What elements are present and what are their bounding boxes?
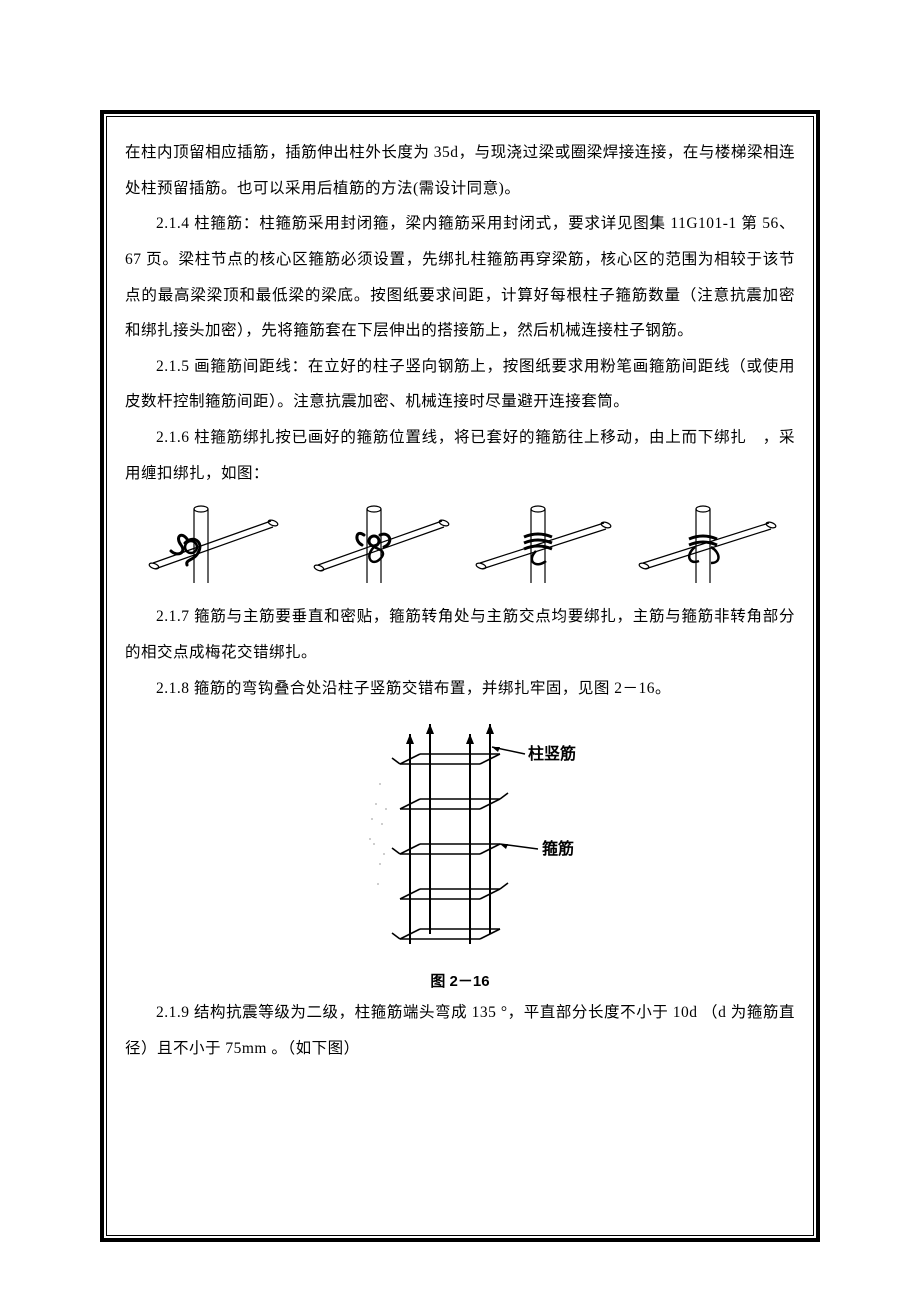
paragraph-4: 2.1.7 箍筋与主筋要垂直和密贴，箍筋转角处与主筋交点均要绑扎，主筋与箍筋非转… (125, 599, 795, 670)
figure-2-16-caption: 图 2－16 (430, 970, 489, 991)
figure-2-16: 柱竖筋 箍筋 图 2－16 (125, 714, 795, 991)
paragraph-2: 2.1.5 画箍筋间距线：在立好的柱子竖向钢筋上，按图纸要求用粉笔画箍筋间距线（… (125, 349, 795, 420)
knot-diagram-1 (141, 501, 291, 591)
knot-diagram-3 (466, 501, 616, 591)
page: 在柱内顶留相应插筋，插筋伸出柱外长度为 35d，与现浇过梁或圈梁焊接连接，在与楼… (0, 0, 920, 1302)
paragraph-3: 2.1.6 柱箍筋绑扎按已画好的箍筋位置线，将已套好的箍筋往上移动，由上而下绑扎… (125, 420, 795, 491)
label-stirrup: 箍筋 (542, 839, 574, 858)
knot-diagram-2 (304, 501, 454, 591)
figure-2-16-svg: 柱竖筋 箍筋 (310, 714, 610, 964)
figure-knot-row (125, 501, 795, 591)
paragraph-5: 2.1.8 箍筋的弯钩叠合处沿柱子竖筋交错布置，并绑扎牢固，见图 2－16。 (125, 671, 795, 707)
knot-diagram-4 (629, 501, 779, 591)
label-vertical-bar: 柱竖筋 (528, 744, 576, 763)
frame-inner: 在柱内顶留相应插筋，插筋伸出柱外长度为 35d，与现浇过梁或圈梁焊接连接，在与楼… (106, 116, 814, 1236)
frame-outer: 在柱内顶留相应插筋，插筋伸出柱外长度为 35d，与现浇过梁或圈梁焊接连接，在与楼… (100, 110, 820, 1242)
body-text: 在柱内顶留相应插筋，插筋伸出柱外长度为 35d，与现浇过梁或圈梁焊接连接，在与楼… (125, 135, 795, 1067)
paragraph-0: 在柱内顶留相应插筋，插筋伸出柱外长度为 35d，与现浇过梁或圈梁焊接连接，在与楼… (125, 135, 795, 206)
paragraph-1: 2.1.4 柱箍筋：柱箍筋采用封闭箍，梁内箍筋采用封闭式，要求详见图集 11G1… (125, 206, 795, 349)
paragraph-6: 2.1.9 结构抗震等级为二级，柱箍筋端头弯成 135 °，平直部分长度不小于 … (125, 995, 795, 1066)
